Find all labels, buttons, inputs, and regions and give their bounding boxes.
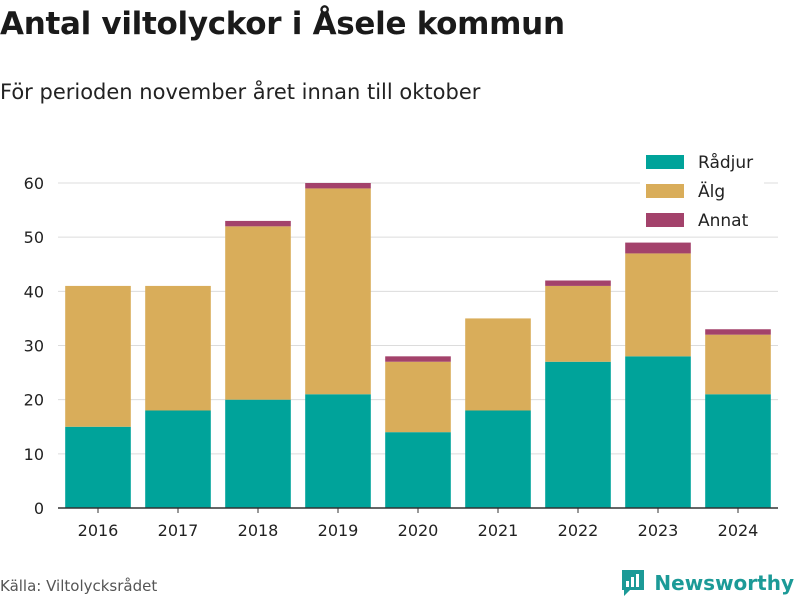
x-tick-label: 2019 (318, 521, 359, 540)
axes: 0 10 20 30 40 50 60 2016 2017 2018 2019 2020 2021 202… (24, 174, 778, 540)
x-tick-label: 2023 (638, 521, 679, 540)
legend: Rådjur Älg Annat (640, 148, 764, 236)
chart-subtitle: För perioden november året innan till ok… (0, 80, 481, 104)
bar-segment-rådjur (465, 410, 531, 508)
y-tick-label: 10 (24, 445, 44, 464)
bar-segment-rådjur (705, 394, 771, 508)
x-tick-label: 2018 (238, 521, 279, 540)
legend-label: Älg (698, 181, 725, 202)
legend-label: Rådjur (698, 152, 753, 173)
bar-segment-annat (705, 329, 771, 335)
bar-segment-rådjur (305, 394, 371, 508)
x-tick-label: 2021 (478, 521, 519, 540)
y-tick-label: 0 (34, 499, 44, 518)
x-tick-label: 2017 (158, 521, 199, 540)
bar-segment-rådjur (65, 426, 131, 508)
y-tick-label: 50 (24, 228, 44, 247)
stacked-bar-chart: 0 10 20 30 40 50 60 2016 2017 2018 2019 2020 2021 202… (23, 148, 778, 540)
bar-segment-älg (705, 334, 771, 395)
brand-name: Newsworthy (654, 571, 794, 595)
brand-logo: Newsworthy (620, 568, 794, 598)
bar-segment-annat (225, 220, 291, 227)
y-tick-label: 40 (24, 282, 44, 301)
x-tick-label: 2016 (78, 521, 119, 540)
bar-segment-älg (305, 188, 371, 395)
y-tick-label: 60 (24, 174, 44, 193)
bar-segment-annat (385, 356, 451, 362)
bar-segment-älg (145, 285, 211, 411)
bar-segment-rådjur (225, 399, 291, 508)
y-tick-label: 20 (24, 391, 44, 410)
bar-segment-älg (545, 285, 611, 362)
legend-swatch (646, 155, 684, 169)
bar-segment-annat (625, 242, 691, 254)
bar-segment-annat (305, 183, 371, 189)
legend-swatch (646, 213, 684, 227)
x-tick-label: 2024 (718, 521, 759, 540)
bar-segment-rådjur (385, 432, 451, 508)
bar-segment-rådjur (545, 361, 611, 508)
legend-label: Annat (698, 211, 749, 231)
bar-segment-annat (545, 280, 611, 286)
chart-title: Antal viltolyckor i Åsele kommun (0, 6, 565, 42)
legend-swatch (646, 184, 684, 198)
bar-segment-älg (465, 318, 531, 411)
x-tick-label: 2020 (398, 521, 439, 540)
y-tick-label: 30 (24, 337, 44, 356)
bar-series (65, 183, 771, 508)
bar-segment-älg (65, 285, 131, 427)
bar-segment-älg (625, 253, 691, 357)
bar-segment-älg (385, 361, 451, 433)
bar-segment-rådjur (145, 410, 211, 508)
bar-chart-logo-icon (622, 570, 645, 596)
source-note: Källa: Viltolycksrådet (0, 577, 158, 595)
bar-segment-rådjur (625, 356, 691, 508)
x-tick-label: 2022 (558, 521, 599, 540)
bar-segment-älg (225, 226, 291, 400)
